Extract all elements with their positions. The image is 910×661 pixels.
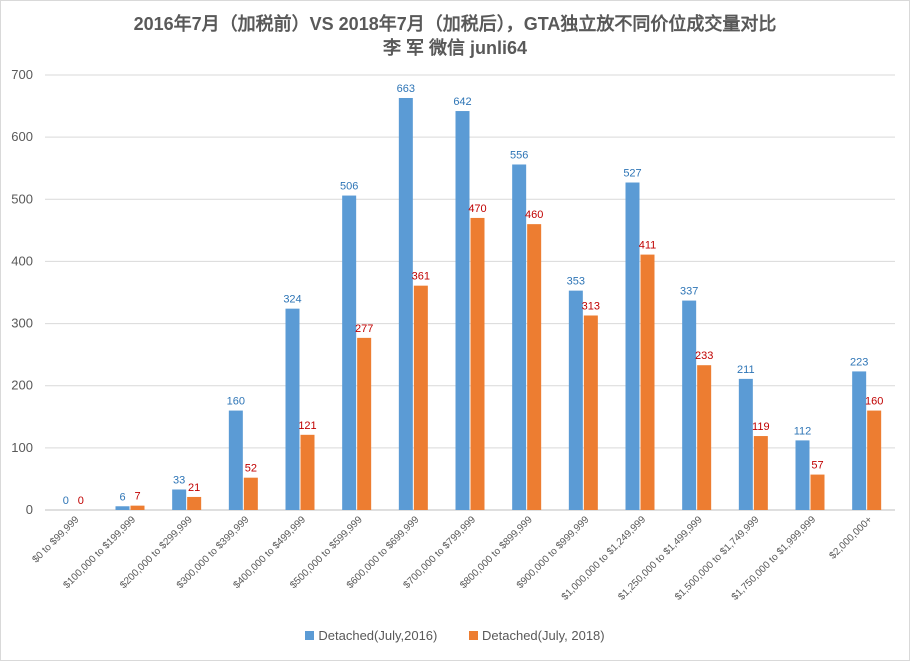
data-label-2018: 119 [752, 421, 770, 433]
bar-2018 [640, 254, 655, 510]
data-label-2018: 277 [355, 323, 373, 335]
data-label-2018: 361 [412, 271, 430, 283]
data-label-2016: 160 [227, 396, 245, 408]
data-label-2016: 33 [173, 474, 185, 486]
data-label-2016: 556 [510, 149, 528, 161]
bar-2016 [568, 290, 583, 510]
data-label-2016: 642 [453, 96, 471, 108]
bar-2018 [187, 496, 202, 510]
bar-2016 [342, 195, 357, 511]
y-tick-label: 600 [11, 129, 33, 144]
bar-2016 [852, 371, 867, 510]
bar-2016 [455, 111, 470, 511]
data-label-2018: 52 [245, 463, 257, 475]
data-label-2016: 337 [680, 286, 698, 298]
bar-2018 [243, 477, 258, 510]
legend-item-2016: Detached(July,2016) [305, 628, 437, 643]
x-tick-label: $0 to $99,999 [30, 514, 81, 565]
y-tick-label: 300 [11, 316, 33, 331]
bar-2016 [682, 300, 697, 510]
bar-2018 [300, 434, 315, 510]
data-label-2016: 324 [283, 294, 301, 306]
bar-2016 [228, 410, 243, 510]
data-label-2018: 57 [811, 460, 823, 472]
data-label-2016: 353 [567, 276, 585, 288]
bar-2016 [285, 308, 300, 510]
data-label-2016: 6 [119, 491, 125, 503]
data-label-2016: 527 [623, 168, 641, 180]
chart-title: 2016年7月（加税前）VS 2018年7月（加税后），GTA独立放不同价位成交… [133, 14, 777, 34]
bar-2018 [357, 337, 372, 510]
data-label-2016: 663 [397, 83, 415, 95]
bar-2018 [583, 315, 598, 510]
legend: Detached(July,2016) Detached(July, 2018) [0, 628, 910, 643]
data-label-2016: 0 [63, 495, 69, 507]
legend-label-2016: Detached(July,2016) [318, 628, 438, 643]
bar-2018 [470, 217, 485, 510]
legend-swatch-2018 [469, 631, 478, 640]
bar-2016 [398, 97, 413, 510]
legend-swatch-2016 [305, 631, 315, 640]
bar-2018 [810, 474, 825, 510]
data-label-2018: 21 [188, 482, 200, 494]
data-label-2018: 121 [298, 420, 316, 432]
bar-2016 [795, 440, 810, 510]
data-label-2018: 470 [468, 203, 486, 215]
data-label-2018: 0 [78, 495, 84, 507]
data-label-2018: 313 [582, 300, 600, 312]
y-tick-label: 400 [11, 253, 33, 268]
data-label-2018: 411 [639, 240, 657, 252]
data-label-2016: 223 [850, 356, 868, 368]
bar-2018 [413, 285, 428, 510]
data-label-2018: 233 [695, 350, 713, 362]
bar-2018 [753, 436, 768, 510]
y-tick-label: 100 [11, 440, 33, 455]
bar-2016 [512, 164, 527, 510]
data-label-2018: 160 [865, 396, 883, 408]
data-label-2016: 112 [794, 425, 812, 437]
data-label-2018: 7 [134, 491, 140, 503]
bar-2016 [172, 489, 187, 510]
y-tick-label: 500 [11, 191, 33, 206]
x-tick-label: $2,000,000+ [827, 514, 874, 561]
legend-item-2018: Detached(July, 2018) [469, 628, 605, 643]
data-label-2016: 506 [340, 181, 358, 193]
bar-2018 [527, 224, 542, 510]
y-tick-label: 200 [11, 378, 33, 393]
bar-2018 [697, 365, 712, 510]
bar-2016 [115, 506, 130, 510]
bar-2016 [625, 182, 640, 510]
bar-2016 [738, 378, 753, 510]
chart-subtitle: 李 军 微信 junli64 [382, 38, 528, 58]
data-label-2016: 211 [737, 364, 755, 376]
legend-label-2018: Detached(July, 2018) [482, 628, 605, 643]
data-label-2018: 460 [525, 209, 543, 221]
y-tick-label: 0 [26, 502, 33, 517]
bar-2018 [130, 505, 145, 510]
bar-2018 [867, 410, 882, 510]
y-tick-label: 700 [11, 67, 33, 82]
